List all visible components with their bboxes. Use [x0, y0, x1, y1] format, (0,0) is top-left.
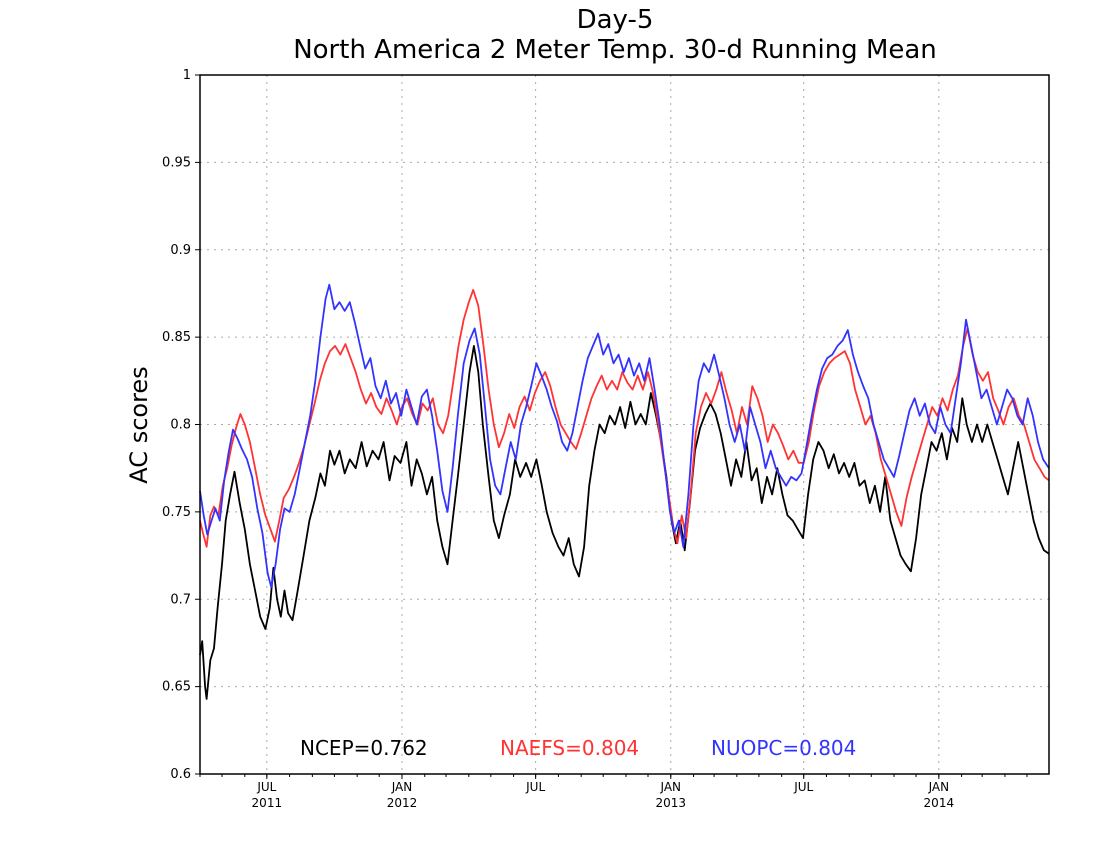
grid-layer	[200, 75, 1049, 774]
chart-subtitle: North America 2 Meter Temp. 30-d Running…	[293, 35, 937, 65]
series-layer	[199, 283, 1050, 700]
y-tick-label: 0.95	[162, 155, 191, 170]
x-tick-month-label: JAN	[928, 780, 950, 794]
tick-layer: 0.6 0.65 0.7 0.75 0.8 0.85 0.9 0.95 1 JUL 2011 JAN 2…	[162, 68, 1028, 810]
x-tick-month-label: JAN	[391, 780, 413, 794]
x-tick-month-label: JAN	[660, 780, 682, 794]
y-axis-label: AC scores	[125, 366, 153, 483]
y-tick-label: 0.85	[162, 330, 191, 345]
x-tick-month-label: JUL	[793, 780, 813, 794]
y-tick-label: 0.7	[170, 592, 191, 607]
y-tick-label: 1	[183, 68, 191, 83]
legend-label-naefs: NAEFS=0.804	[500, 736, 639, 760]
y-tick-label: 0.9	[170, 243, 191, 258]
series-line-nuopc	[199, 283, 1050, 588]
x-tick-month-label: JUL	[525, 780, 545, 794]
legend-label-nuopc: NUOPC=0.804	[711, 736, 856, 760]
legend-label-ncep: NCEP=0.762	[300, 736, 428, 760]
legend-layer: NCEP=0.762 NAEFS=0.804 NUOPC=0.804	[300, 736, 856, 760]
series-line-naefs	[199, 288, 1050, 548]
x-tick-year-label: 2011	[252, 796, 283, 810]
x-tick-year-label: 2014	[924, 796, 955, 810]
y-tick-label: 0.75	[162, 505, 191, 520]
y-tick-label: 0.65	[162, 680, 191, 695]
y-tick-label: 0.6	[170, 767, 191, 782]
series-line-ncep	[199, 344, 1050, 700]
x-tick-month-label: JUL	[256, 780, 276, 794]
x-tick-year-label: 2013	[655, 796, 686, 810]
x-tick-year-label: 2012	[387, 796, 418, 810]
chart-title: Day-5	[577, 5, 654, 35]
y-tick-label: 0.8	[170, 418, 191, 433]
